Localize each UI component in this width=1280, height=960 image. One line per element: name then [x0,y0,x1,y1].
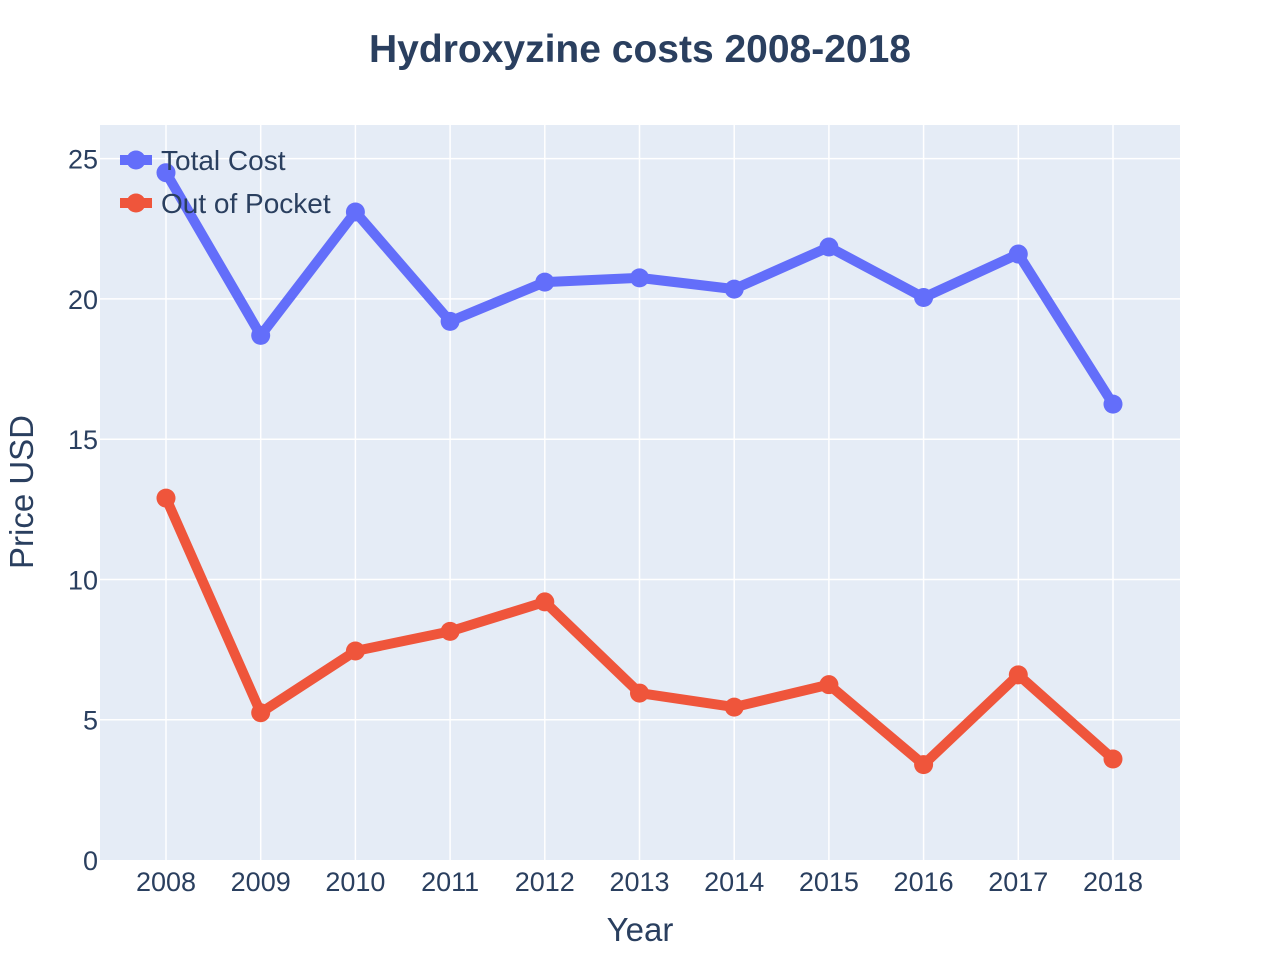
x-tick-label: 2011 [421,867,479,897]
legend-item-total-cost[interactable]: Total Cost [120,145,286,176]
legend-label: Out of Pocket [161,188,331,219]
data-point-total-cost[interactable] [630,268,649,288]
data-point-out-of-pocket[interactable] [819,675,839,695]
x-axis-title: Year [607,911,674,948]
legend-swatch-marker [126,193,146,213]
legend-swatch-marker [126,150,146,170]
data-point-total-cost[interactable] [914,288,934,308]
chart-title: Hydroxyzine costs 2008-2018 [369,28,911,71]
data-point-total-cost[interactable] [440,311,460,331]
series-total-cost [156,163,1123,414]
x-tick-label: 2018 [1083,867,1143,897]
x-tick-label: 2010 [325,867,385,897]
data-point-total-cost[interactable] [535,272,555,292]
y-tick-label: 10 [68,565,98,595]
y-tick-label: 15 [68,425,98,455]
x-tick-label: 2017 [988,867,1048,897]
x-tick-label: 2013 [609,867,669,897]
series-group [156,163,1123,775]
x-tick-label: 2014 [704,867,764,897]
data-point-out-of-pocket[interactable] [630,683,649,703]
data-point-out-of-pocket[interactable] [251,703,271,723]
data-point-total-cost[interactable] [251,325,271,345]
y-axis-title: Price USD [3,415,40,569]
series-out-of-pocket [156,488,1123,775]
data-point-out-of-pocket[interactable] [1103,749,1123,769]
data-point-total-cost[interactable] [345,202,365,222]
y-tick-label: 5 [83,706,98,736]
x-axis-ticks: 2008 2009 2010 2011 2012 2013 2014 2015 2016 2017… [136,867,1143,897]
x-tick-label: 2012 [515,867,575,897]
data-point-out-of-pocket[interactable] [535,592,555,612]
x-tick-label: 2008 [136,867,196,897]
data-point-out-of-pocket[interactable] [1008,665,1028,685]
y-axis-ticks: 0 5 10 15 20 25 [68,145,98,876]
legend-item-out-of-pocket[interactable]: Out of Pocket [120,188,331,219]
data-point-out-of-pocket[interactable] [345,641,365,661]
data-point-out-of-pocket[interactable] [914,755,934,775]
x-tick-label: 2009 [231,867,291,897]
y-tick-label: 20 [68,285,98,315]
data-point-total-cost[interactable] [156,163,176,183]
data-point-out-of-pocket[interactable] [440,621,460,641]
legend-label: Total Cost [161,145,286,176]
y-tick-label: 0 [83,846,98,876]
x-tick-label: 2015 [799,867,859,897]
data-point-total-cost[interactable] [1008,244,1028,264]
data-point-out-of-pocket[interactable] [156,488,176,508]
legend[interactable]: Total Cost Out of Pocket [120,145,331,219]
data-point-total-cost[interactable] [819,237,839,257]
data-point-out-of-pocket[interactable] [724,697,744,717]
y-tick-label: 25 [68,145,98,175]
data-point-total-cost[interactable] [1103,394,1123,414]
x-tick-label: 2016 [894,867,954,897]
data-point-total-cost[interactable] [724,279,744,299]
